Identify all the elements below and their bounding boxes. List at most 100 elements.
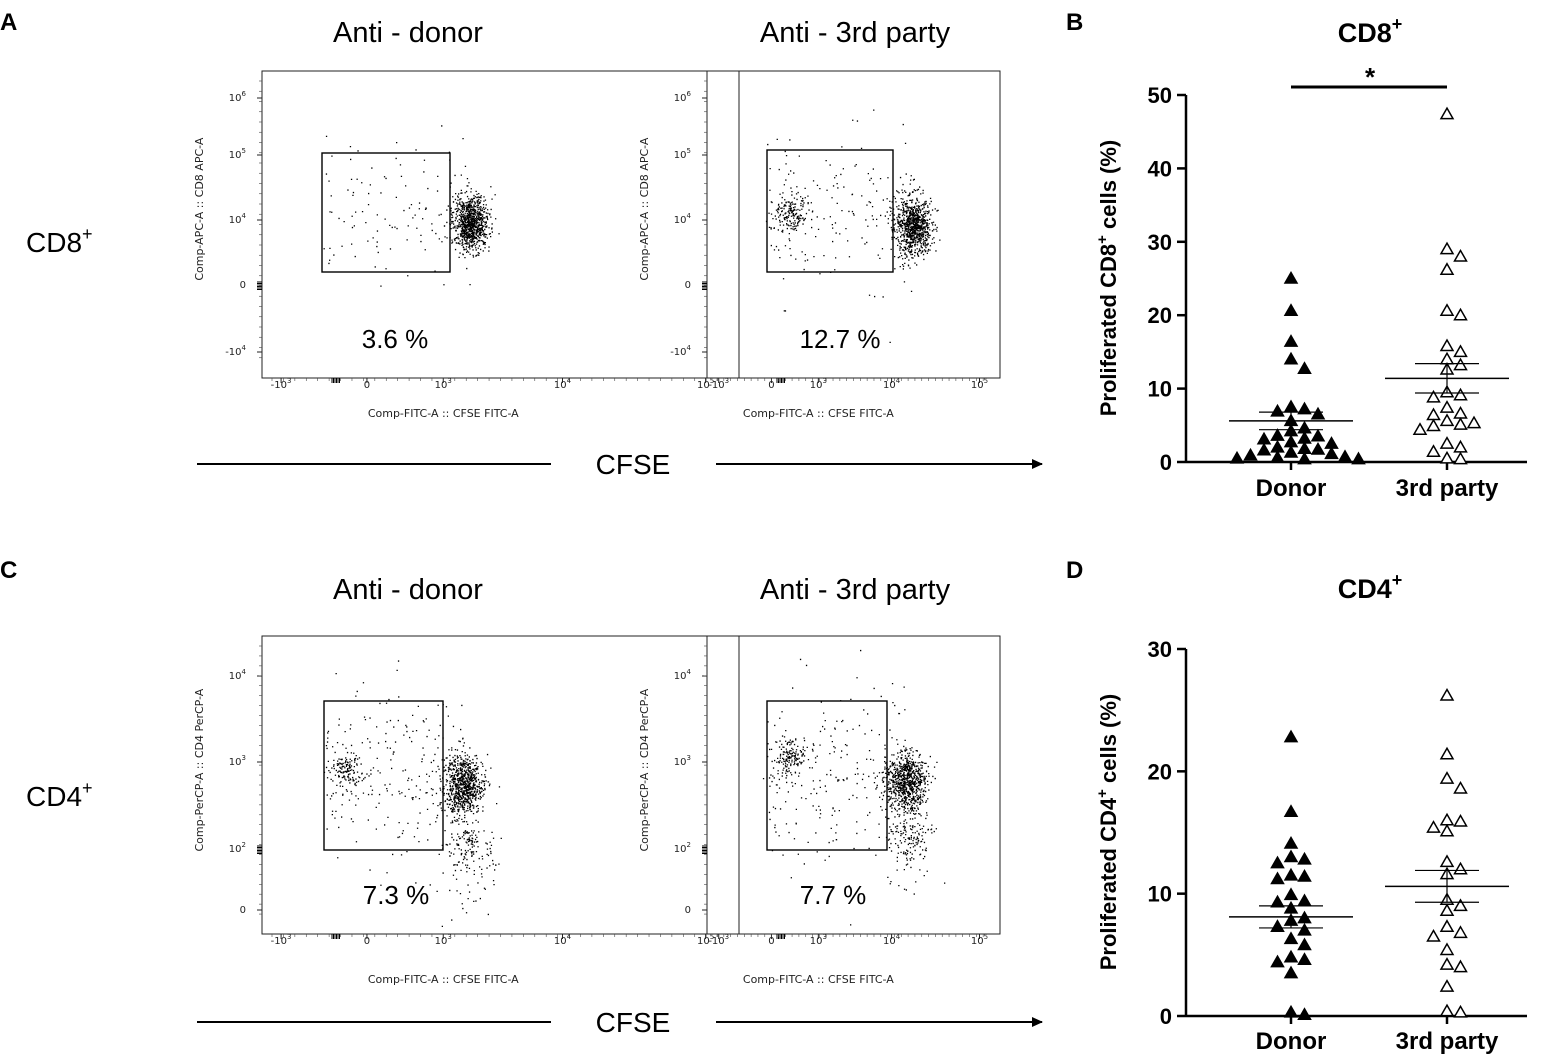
y-tick-label: 104 <box>229 668 247 682</box>
x-axis-label: Comp-FITC-A :: CFSE FITC-A <box>368 973 519 986</box>
data-point-open-triangle <box>1439 1003 1455 1017</box>
data-point-filled-triangle <box>1270 919 1285 932</box>
y-tick-base: 10 <box>229 150 242 161</box>
axis-edge-marks <box>257 845 340 939</box>
dot-plot-cd8-y-axis-label: Proliferated CD8+ cells (%) <box>1094 140 1121 417</box>
data-point-filled-triangle <box>1283 835 1299 849</box>
y-tick-base: 10 <box>674 215 687 226</box>
y-tick-exponent: 5 <box>242 147 246 155</box>
y-axis-label: Comp-PerCP-A :: CD4 PerCP-A <box>638 688 651 851</box>
y-tick-exponent: 4 <box>687 668 692 676</box>
event-dots <box>765 109 941 343</box>
data-point-open-triangle <box>1439 903 1455 917</box>
data-point-filled-triangle <box>1351 451 1366 465</box>
data-point-open-triangle <box>1453 439 1468 453</box>
data-point-filled-triangle <box>1270 894 1285 908</box>
y-tick-label: 105 <box>229 147 246 161</box>
data-point-open-triangle <box>1439 771 1455 784</box>
data-point-filled-triangle <box>1324 446 1339 460</box>
x-tick-base: 10 <box>554 936 567 947</box>
y-tick-label: 20 <box>1148 303 1172 328</box>
data-point-open-triangle <box>1453 451 1468 465</box>
y-tick-label: 102 <box>674 841 691 855</box>
data-point-filled-triangle <box>1310 406 1326 420</box>
data-point-filled-triangle <box>1283 849 1299 863</box>
y-tick-label: 0 <box>1160 1004 1172 1029</box>
data-point-open-triangle <box>1439 436 1455 449</box>
y-tick-base: 10 <box>229 93 242 104</box>
x-tick-label: 103 <box>810 377 827 391</box>
data-point-open-triangle <box>1439 413 1455 427</box>
data-point-filled-triangle <box>1270 871 1285 885</box>
y-tick-exponent: 3 <box>687 754 691 762</box>
y-tick-label: 0 <box>240 905 246 916</box>
data-point-filled-triangle <box>1283 729 1299 743</box>
y-tick-base: 10 <box>229 757 242 768</box>
column-title-anti-donor-top: Anti - donor <box>333 17 483 49</box>
data-point-open-triangle <box>1439 979 1455 992</box>
data-point-filled-triangle <box>1270 450 1285 463</box>
x-tick-label: 105 <box>697 377 714 391</box>
cfse-axis-top: CFSE <box>197 449 1043 480</box>
cfse-label-top: CFSE <box>596 449 671 480</box>
panel-letter-b: B <box>1066 9 1083 36</box>
event-dot-path <box>323 660 502 927</box>
y-tick-label: 0 <box>685 905 691 916</box>
x-tick-label: 103 <box>435 377 452 391</box>
flow-plot-cd8-anti-donor: -10301031041051061051040-104Comp-FITC-A … <box>193 70 740 420</box>
data-point-open-triangle <box>1453 925 1468 939</box>
data-point-open-triangle <box>1466 415 1482 429</box>
data-point-filled-triangle <box>1297 869 1312 882</box>
dot-plot-cd4-category-donor: Donor <box>1256 1028 1327 1055</box>
y-tick-label: -104 <box>225 344 246 358</box>
x-tick-exponent: 3 <box>447 377 451 385</box>
data-point-open-triangle <box>1439 262 1455 275</box>
y-tick-base: 10 <box>674 93 687 104</box>
data-point-filled-triangle <box>1297 922 1312 936</box>
x-tick-label: -103 <box>708 377 729 391</box>
dot-plot-cd8-title: CD8+ <box>1338 14 1403 48</box>
y-tick-base: 10 <box>674 757 687 768</box>
x-tick-label: -103 <box>271 377 292 391</box>
x-tick-label: 104 <box>883 933 901 947</box>
x-tick-label: 0 <box>364 936 370 947</box>
data-point-open-triangle <box>1439 746 1455 760</box>
y-tick-base: 10 <box>229 671 242 682</box>
dot-plot-cd4: CD4+ Proliferated CD4+ cells (%) Donor 3… <box>1094 570 1527 1055</box>
y-axis-label: Comp-PerCP-A :: CD4 PerCP-A <box>193 688 206 851</box>
x-tick-exponent: 5 <box>710 377 714 385</box>
dot-plot-cd4-y-axis-label: Proliferated CD4+ cells (%) <box>1094 694 1121 971</box>
data-point-open-triangle <box>1426 407 1441 421</box>
data-point-open-triangle <box>1453 959 1468 973</box>
y-tick-base: 10 <box>229 844 242 855</box>
y-tick-label: -104 <box>670 344 691 358</box>
x-axis-label: Comp-FITC-A :: CFSE FITC-A <box>368 407 519 420</box>
axis-edge-marks <box>702 845 785 939</box>
flow-plot-cd8-anti-3rd-party: -103 0 103 104 1051061051040-104Comp-FITC-A … <box>638 70 1001 420</box>
data-point-open-triangle <box>1439 812 1455 826</box>
y-tick-label: 105 <box>674 147 691 161</box>
y-tick-label: 104 <box>229 212 247 226</box>
y-tick-exponent: 2 <box>687 841 691 849</box>
y-tick-label: 104 <box>674 212 692 226</box>
data-point-open-triangle <box>1453 387 1468 401</box>
x-tick-label: 103 <box>810 933 827 947</box>
data-point-filled-triangle <box>1283 804 1299 817</box>
y-tick-label: 30 <box>1148 230 1172 255</box>
data-point-filled-triangle <box>1243 447 1258 461</box>
y-tick-label: 30 <box>1148 637 1172 662</box>
dot-plot-cd8-significance-marker: * <box>1365 62 1376 92</box>
data-point-open-triangle <box>1439 687 1455 701</box>
gate-rectangle <box>321 152 451 273</box>
data-point-filled-triangle <box>1256 431 1272 445</box>
y-tick-label: 10 <box>1148 882 1172 907</box>
y-tick-base: 0 <box>240 905 246 916</box>
gate-rectangle <box>766 700 888 851</box>
data-point-filled-triangle <box>1283 303 1299 317</box>
